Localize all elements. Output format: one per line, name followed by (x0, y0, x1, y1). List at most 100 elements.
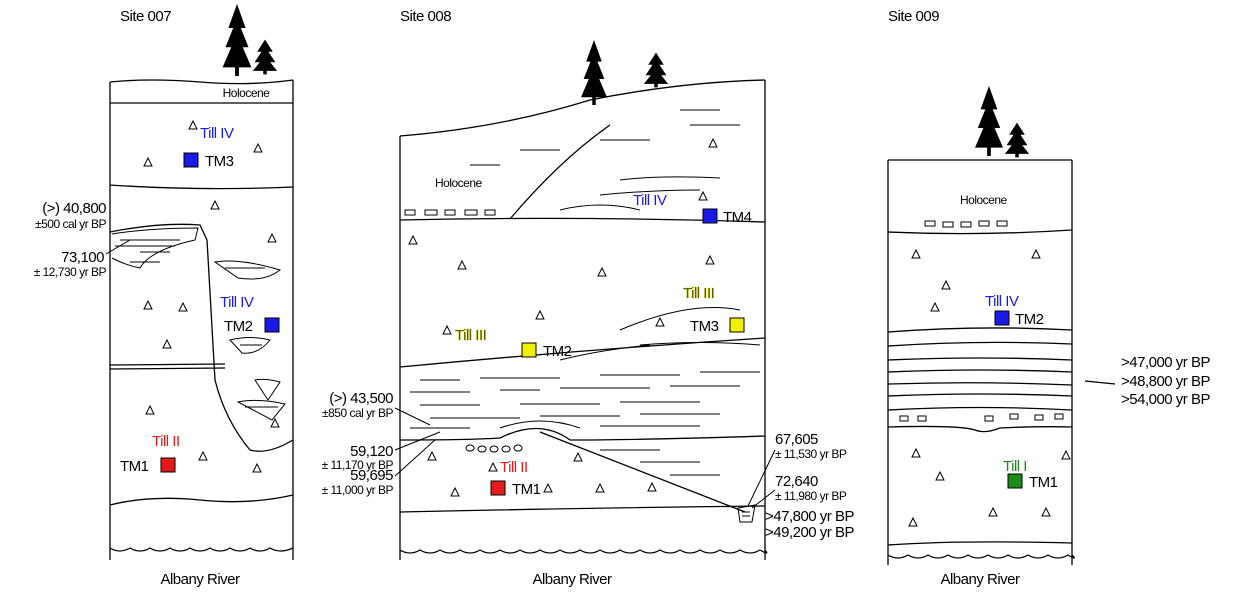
clast (936, 472, 944, 480)
till-label: Till IV (220, 294, 254, 311)
clast (709, 139, 717, 147)
unit-label: Holocene (435, 176, 483, 190)
channel (110, 224, 293, 451)
clast (189, 121, 197, 129)
date-limit: >48,800 yr BP (1121, 373, 1210, 390)
clast (163, 340, 171, 348)
clast (912, 449, 920, 457)
sample-label: TM4 (723, 209, 752, 226)
sample-box (1008, 474, 1022, 488)
clast (253, 464, 261, 472)
till-label: Till II (500, 459, 528, 476)
clast (428, 452, 436, 460)
sample-box (522, 343, 536, 357)
sample-box (995, 311, 1009, 325)
clast (536, 311, 544, 319)
tree (581, 40, 607, 105)
till-label: Till I (1003, 458, 1027, 475)
date-error: ±850 cal yr BP (322, 406, 393, 420)
clast (648, 483, 656, 491)
sample-label: TM2 (1015, 311, 1044, 328)
clast (656, 318, 664, 326)
site-title: Site 009 (888, 8, 939, 25)
sample-box (161, 458, 175, 472)
clast (179, 303, 187, 311)
tree (253, 40, 277, 75)
date-age: 73,100 (61, 249, 104, 266)
clast (1062, 451, 1070, 459)
sample-label: TM1 (1029, 474, 1058, 491)
lenses (112, 228, 285, 420)
sample-label: TM2 (543, 343, 572, 360)
sample-box (730, 318, 744, 332)
sample-box (491, 481, 505, 495)
till-label: Till IV (985, 293, 1019, 310)
site-title: Site 007 (120, 8, 171, 25)
date-age: 67,605 (775, 431, 818, 448)
clast (699, 192, 707, 200)
tree (1005, 123, 1029, 158)
site-008: Site 008 Holocene Till IV TM4 Till III T… (322, 8, 855, 588)
clast (942, 281, 950, 289)
tree (975, 86, 1003, 156)
date-error: ± 11,000 yr BP (322, 483, 394, 497)
sample-label: TM1 (120, 458, 149, 475)
till-label: Till II (152, 433, 180, 450)
clast (706, 256, 714, 264)
clast (211, 201, 219, 209)
date-limit: >49,200 yr BP (765, 524, 854, 541)
clast (544, 484, 552, 492)
sample-label: TM1 (512, 481, 541, 498)
date-error: ±500 cal yr BP (35, 217, 106, 231)
date-error: ± 12,730 yr BP (34, 265, 107, 279)
clasts (144, 121, 1070, 526)
date-age: (>) 40,800 (42, 200, 106, 217)
date-age: 59,695 (350, 467, 393, 484)
till-label: Till III (455, 327, 486, 344)
clast (144, 301, 152, 309)
unit-label: Holocene (960, 193, 1008, 207)
sample-box (184, 153, 198, 167)
river-label: Albany River (160, 571, 240, 588)
tree (644, 53, 668, 88)
river-label: Albany River (940, 571, 1020, 588)
date-error: ± 11,980 yr BP (775, 489, 847, 503)
clast (574, 453, 582, 461)
clast (1042, 508, 1050, 516)
sample-label: TM3 (205, 153, 234, 170)
clast (598, 268, 606, 276)
clast (146, 406, 154, 414)
sample-label: TM3 (690, 318, 719, 335)
date-age: (>) 43,500 (329, 390, 393, 407)
site-007: Site 007 Holocene Till IV TM3 Till IV TM… (34, 4, 293, 588)
clast (909, 518, 917, 526)
clast (409, 236, 417, 244)
clast (451, 488, 459, 496)
date-limit: >47,000 yr BP (1121, 354, 1210, 371)
till-label: Till III (683, 285, 714, 302)
diagram: Site 007 Holocene Till IV TM3 Till IV TM… (0, 0, 1238, 596)
clast (489, 463, 497, 471)
clast (144, 158, 152, 166)
clast (912, 250, 920, 258)
clast (254, 144, 262, 152)
date-age: 72,640 (775, 473, 818, 490)
sample-label: TM2 (224, 318, 253, 335)
sample-box (703, 209, 717, 223)
clast (199, 452, 207, 460)
date-limit: >54,000 yr BP (1121, 391, 1210, 408)
till-label: Till IV (633, 192, 667, 209)
date-error: ± 11,530 yr BP (775, 447, 847, 461)
unit-label: Holocene (223, 86, 271, 100)
site-title: Site 008 (400, 8, 451, 25)
river-label: Albany River (532, 571, 612, 588)
clast (931, 303, 939, 311)
clast (443, 326, 451, 334)
tree (223, 4, 252, 76)
clast (458, 261, 466, 269)
sample-box (265, 318, 279, 332)
date-limit: >47,800 yr BP (765, 508, 854, 525)
clast (1032, 250, 1040, 258)
clast (596, 484, 604, 492)
site-009: Site 009 Holocene Till IV TM2 Till I TM1… (888, 8, 1210, 588)
